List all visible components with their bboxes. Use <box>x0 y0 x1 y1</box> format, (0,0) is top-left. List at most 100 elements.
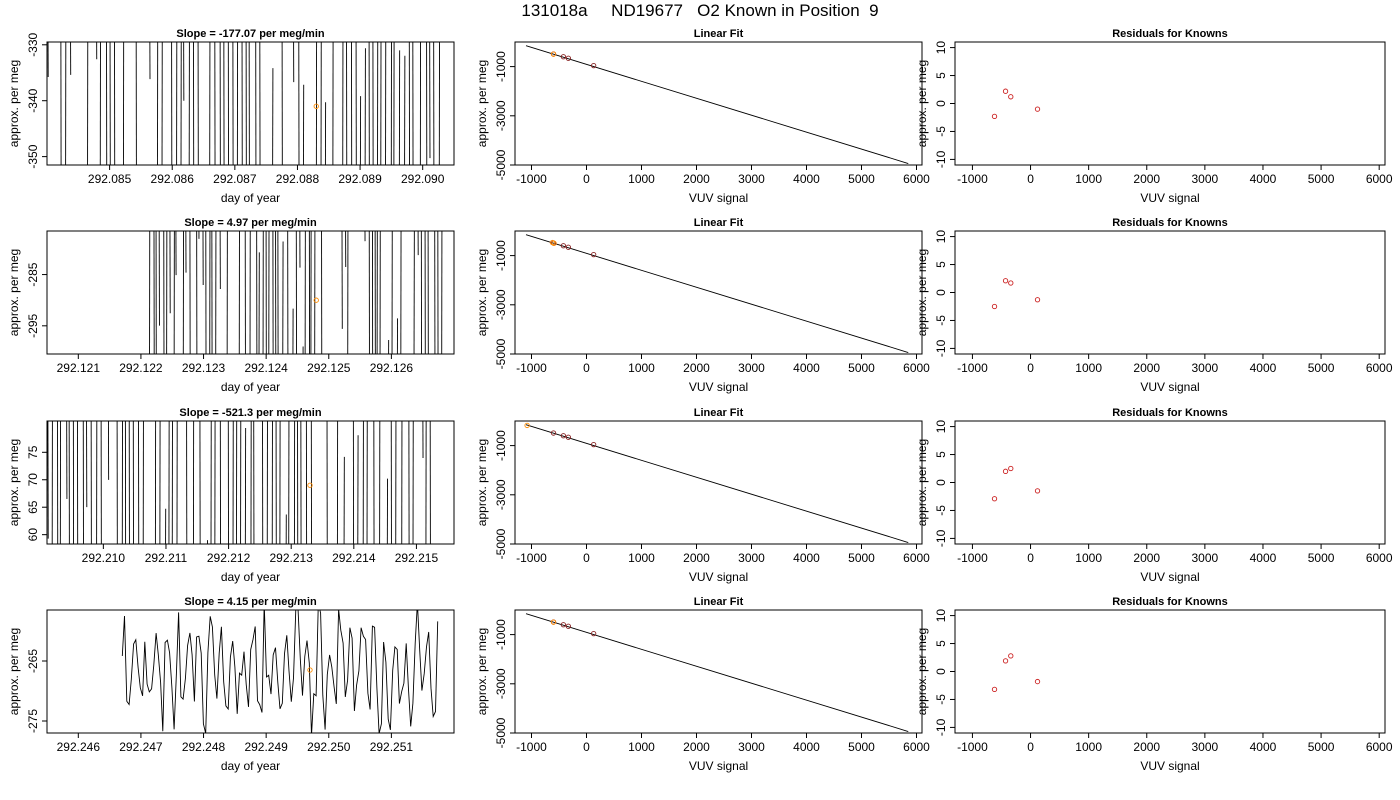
plot-frame <box>46 230 455 355</box>
y-tick-label: -5 <box>934 315 948 326</box>
trace-segment <box>362 421 364 544</box>
y-axis-label: approx. per meg <box>915 249 929 336</box>
residual-point <box>1034 678 1041 685</box>
trace-segment <box>285 514 287 544</box>
x-tick-label: 0 <box>583 740 590 754</box>
y-axis-label: approx. per meg <box>915 60 929 147</box>
trace-segment <box>321 231 323 354</box>
y-tick-label: -3000 <box>494 100 508 131</box>
trace-segment <box>214 42 216 165</box>
chart-panel-time-series-1: Slope = -177.07 per meg/min 292.085 292.08… <box>7 28 455 205</box>
plot-frame <box>46 41 455 166</box>
trace-segment <box>121 421 123 544</box>
y-axis-label: approx. per meg <box>7 628 21 715</box>
x-tick-label: 3000 <box>738 551 765 565</box>
chart-panel-residuals-2: Residuals for Knowns -1000 0 1000 2000 3000 40… <box>915 217 1393 394</box>
trace-segment <box>185 231 187 273</box>
trace-segment <box>188 42 190 165</box>
y-tick-label: -1000 <box>494 51 508 82</box>
trace-segment <box>401 421 403 544</box>
trace-segment <box>281 42 283 165</box>
trace-segment <box>214 421 216 544</box>
trace-segment <box>326 421 328 544</box>
trace-segment <box>197 42 199 165</box>
trace-segment <box>60 42 62 165</box>
x-tick-label: 4000 <box>793 740 820 754</box>
y-axis-label: approx. per meg <box>7 60 21 147</box>
trace-segment <box>265 231 267 354</box>
trace-segment <box>377 42 379 165</box>
x-axis-label: VUV signal <box>1140 191 1199 205</box>
trace-segment <box>300 421 302 544</box>
trace-segment <box>199 421 201 544</box>
plot-frame <box>46 420 455 545</box>
trace-segment <box>391 231 393 354</box>
highlight-point <box>550 51 557 57</box>
x-tick-label: 292.121 <box>57 361 101 375</box>
trace-segment <box>87 42 89 165</box>
highlight-point <box>550 619 557 625</box>
fit-line <box>525 424 909 543</box>
trace-segment <box>223 42 225 165</box>
chart-title: Linear Fit <box>694 596 744 608</box>
y-tick-label: 0 <box>934 479 948 486</box>
x-tick-label: 0 <box>583 551 590 565</box>
trace-segment <box>277 231 279 354</box>
trace-segment <box>192 421 195 544</box>
x-tick-label: 292.210 <box>82 551 126 565</box>
y-tick-label: -10 <box>934 339 948 357</box>
x-tick-label: 3000 <box>1192 361 1219 375</box>
trace-segment <box>413 231 415 354</box>
y-axis-label: approx. per meg <box>475 439 489 526</box>
trace-segment <box>272 231 274 354</box>
trace-segment <box>114 42 116 165</box>
residual-point <box>991 113 998 120</box>
trace-segment <box>186 421 188 544</box>
trace-segment <box>47 421 49 539</box>
x-tick-label: 6000 <box>903 361 930 375</box>
chart-title: Linear Fit <box>694 28 744 40</box>
trace-segment <box>211 231 213 354</box>
trace-segment <box>343 456 345 544</box>
x-tick-label: -1000 <box>957 740 988 754</box>
trace-segment <box>434 231 436 354</box>
chart-panel-linear-fit-4: Linear Fit -1000 0 1000 2000 3000 4000 5000 6000… <box>475 596 930 773</box>
x-tick-label: 2000 <box>1133 361 1160 375</box>
y-tick-label: 60 <box>26 528 40 542</box>
data-point <box>560 433 567 439</box>
trace-segment <box>173 231 175 354</box>
trace-segment <box>324 102 327 165</box>
x-tick-label: 1000 <box>1075 361 1102 375</box>
trace-segment <box>155 231 157 354</box>
x-tick-label: 292.211 <box>145 551 188 565</box>
chart-panel-linear-fit-2: Linear Fit -1000 0 1000 2000 3000 4000 5000 6000… <box>475 217 930 394</box>
trace-segment <box>171 42 173 165</box>
x-tick-label: 3000 <box>738 740 765 754</box>
trace-segment <box>352 421 355 544</box>
x-tick-label: 0 <box>1027 361 1034 375</box>
trace-segment <box>408 42 410 165</box>
x-tick-label: 292.246 <box>57 740 101 754</box>
trace-segment <box>351 42 353 165</box>
trace-segment <box>176 421 178 544</box>
trace-segment <box>219 231 221 289</box>
trace-segment <box>149 42 151 80</box>
y-tick-label: -3000 <box>494 479 508 510</box>
y-tick-label: -1000 <box>494 619 508 650</box>
trace-segment <box>205 231 207 354</box>
x-tick-label: 292.090 <box>401 172 445 186</box>
x-tick-label: 3000 <box>1192 740 1219 754</box>
plot-area <box>991 465 1041 502</box>
trace-segment <box>232 421 234 544</box>
plot-frame <box>954 609 1386 734</box>
y-tick-label: -350 <box>26 144 40 168</box>
x-axis-label: VUV signal <box>1140 380 1199 394</box>
trace-segment <box>236 421 238 544</box>
chart-panel-residuals-1: Residuals for Knowns -1000 0 1000 2000 3000 40… <box>915 28 1393 205</box>
trace-segment <box>374 231 376 354</box>
chart-panel-linear-fit-3: Linear Fit -1000 0 1000 2000 3000 4000 5000 6000… <box>475 407 930 584</box>
y-tick-label: -5 <box>934 694 948 705</box>
y-tick-label: -5 <box>934 505 948 516</box>
x-tick-label: 6000 <box>1366 551 1393 565</box>
x-tick-label: 1000 <box>628 172 655 186</box>
